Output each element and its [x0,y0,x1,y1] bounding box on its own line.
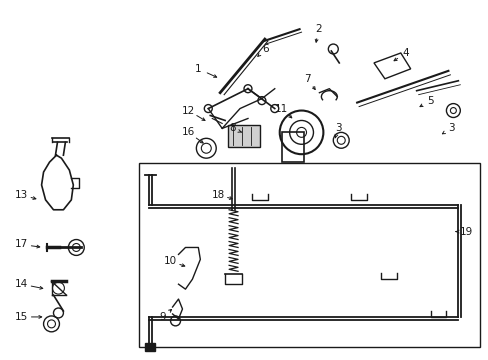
Text: 17: 17 [15,239,28,249]
Text: 16: 16 [182,127,195,138]
Text: 9: 9 [159,312,165,322]
Text: 12: 12 [182,105,195,116]
Bar [228,125,259,147]
Bar [144,343,154,351]
Text: 10: 10 [163,256,177,266]
Text: 3: 3 [334,123,341,134]
Text: 14: 14 [15,279,28,289]
Text: 2: 2 [314,24,321,34]
Text: 1: 1 [195,64,201,74]
Text: 7: 7 [304,74,310,84]
Text: 18: 18 [211,190,224,200]
Text: 4: 4 [402,48,408,58]
Text: 13: 13 [15,190,28,200]
Bar [139,163,479,347]
Text: 5: 5 [427,96,433,105]
Bar [281,132,303,162]
Text: 3: 3 [447,123,454,134]
Text: 15: 15 [15,312,28,322]
Text: 19: 19 [459,226,472,237]
Text: 11: 11 [275,104,288,113]
Text: 8: 8 [228,123,235,134]
Text: 6: 6 [262,44,268,54]
